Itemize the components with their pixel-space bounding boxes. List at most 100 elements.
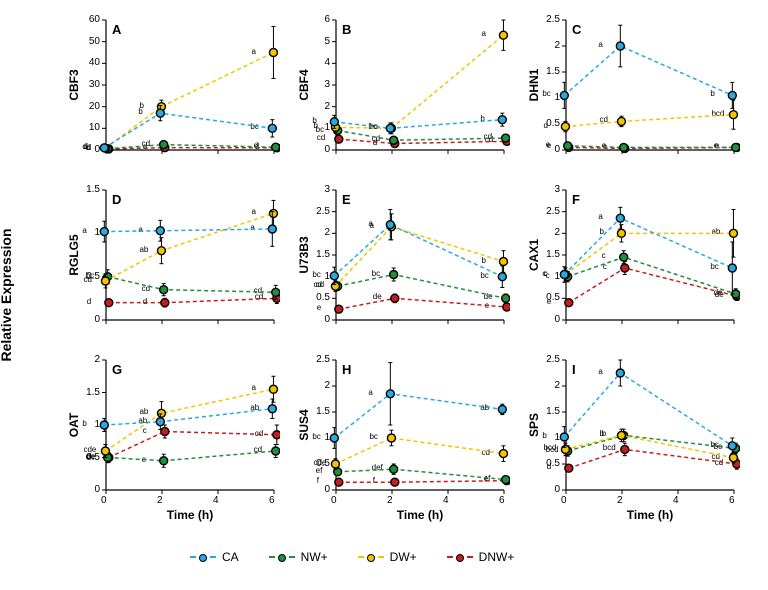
marker-DW xyxy=(157,409,165,417)
series-line-DW xyxy=(105,213,273,281)
marker-DW xyxy=(729,454,737,462)
panel-letter-E: E xyxy=(342,192,351,207)
series-line-CA xyxy=(564,46,732,95)
marker-DW xyxy=(729,229,737,237)
marker-NW xyxy=(502,134,510,142)
marker-CA xyxy=(268,124,276,132)
marker-DNW xyxy=(335,478,343,486)
marker-DW xyxy=(617,431,625,439)
gene-label-SUS4: SUS4 xyxy=(297,409,311,440)
legend-label: DW+ xyxy=(390,550,417,564)
marker-DW xyxy=(617,117,625,125)
gene-label-OAT: OAT xyxy=(67,413,81,437)
series-line-NW xyxy=(338,275,506,299)
marker-DNW xyxy=(565,299,573,307)
marker-NW xyxy=(390,136,398,144)
marker-DW xyxy=(331,460,339,468)
marker-NW xyxy=(160,286,168,294)
series-line-DNW xyxy=(339,298,507,309)
legend-marker-icon xyxy=(199,554,207,562)
legend-label: CA xyxy=(222,550,239,564)
marker-DW xyxy=(101,277,109,285)
series-line-DNW xyxy=(339,481,507,483)
marker-DW xyxy=(269,209,277,217)
marker-NW xyxy=(390,465,398,473)
legend-marker-icon xyxy=(278,554,286,562)
series-line-NW xyxy=(108,277,276,293)
marker-NW xyxy=(732,143,740,151)
panel-letter-H: H xyxy=(342,362,351,377)
series-line-DNW xyxy=(569,268,737,303)
marker-DW xyxy=(561,123,569,131)
panel-letter-D: D xyxy=(112,192,121,207)
series-line-CA xyxy=(334,394,502,438)
marker-NW xyxy=(272,447,280,455)
series-line-NW xyxy=(338,131,506,141)
series-line-DNW xyxy=(569,449,737,468)
marker-DNW xyxy=(621,264,629,272)
marker-NW xyxy=(502,476,510,484)
panel-B: 0123456cddcdbccdcdbbcabbcbCBF4B xyxy=(300,12,510,172)
series-line-DW xyxy=(105,53,273,149)
panel-A-svg xyxy=(70,12,280,172)
x-axis-title: Time (h) xyxy=(620,508,680,522)
marker-DW xyxy=(269,49,277,57)
panel-letter-A: A xyxy=(112,22,121,37)
panel-letter-G: G xyxy=(112,362,122,377)
panel-I: 00.511.522.50246dbcdcdbcdbbcbcdbcdbabcSP… xyxy=(530,352,740,512)
marker-DW xyxy=(157,247,165,255)
marker-CA xyxy=(616,369,624,377)
marker-DW xyxy=(499,258,507,266)
marker-CA xyxy=(156,109,164,117)
series-line-CA xyxy=(334,225,502,277)
marker-DNW xyxy=(391,478,399,486)
series-line-NW xyxy=(338,469,506,479)
marker-CA xyxy=(100,228,108,236)
gene-label-SPS: SPS xyxy=(527,413,541,437)
marker-CA xyxy=(616,42,624,50)
marker-CA xyxy=(100,144,108,152)
marker-DNW xyxy=(565,464,573,472)
marker-CA xyxy=(560,91,568,99)
series-line-DW xyxy=(565,115,733,127)
marker-CA xyxy=(560,271,568,279)
marker-DW xyxy=(331,282,339,290)
marker-DW xyxy=(561,445,569,453)
x-axis-title: Time (h) xyxy=(390,508,450,522)
panel-G: 00.511.520246deccddeecdcdeababababOATGTi… xyxy=(70,352,280,512)
panel-letter-I: I xyxy=(572,362,576,377)
marker-CA xyxy=(560,433,568,441)
marker-DW xyxy=(499,450,507,458)
panel-E-svg xyxy=(300,182,510,342)
panel-letter-B: B xyxy=(342,22,351,37)
legend-item-CA: CA xyxy=(190,550,239,564)
legend: CANW+DW+DNW+ xyxy=(190,550,514,564)
legend-line-icon xyxy=(447,556,473,558)
marker-NW xyxy=(272,143,280,151)
legend-marker-icon xyxy=(456,554,464,562)
marker-DNW xyxy=(335,305,343,313)
marker-DNW xyxy=(621,445,629,453)
series-line-DW xyxy=(335,227,503,286)
panel-letter-F: F xyxy=(572,192,580,207)
series-line-DNW xyxy=(109,432,277,458)
legend-label: DNW+ xyxy=(479,550,515,564)
marker-CA xyxy=(330,434,338,442)
marker-NW xyxy=(620,253,628,261)
panel-A: 0102030405060ddddcdddbadbbcCBF3A xyxy=(70,12,280,172)
marker-DNW xyxy=(161,428,169,436)
marker-CA xyxy=(156,418,164,426)
marker-CA xyxy=(330,272,338,280)
marker-DNW xyxy=(391,294,399,302)
legend-line-icon xyxy=(190,556,216,558)
gene-label-RGLG5: RGLG5 xyxy=(67,234,81,275)
x-axis-title: Time (h) xyxy=(160,508,220,522)
marker-CA xyxy=(386,124,394,132)
marker-CA xyxy=(498,405,506,413)
legend-item-DW: DW+ xyxy=(358,550,417,564)
marker-DW xyxy=(387,434,395,442)
panel-C: 00.511.522.5eeeeeedcdbcdbcabDHN1C xyxy=(530,12,740,172)
marker-NW xyxy=(564,142,572,150)
marker-DW xyxy=(617,229,625,237)
legend-line-icon xyxy=(269,556,295,558)
